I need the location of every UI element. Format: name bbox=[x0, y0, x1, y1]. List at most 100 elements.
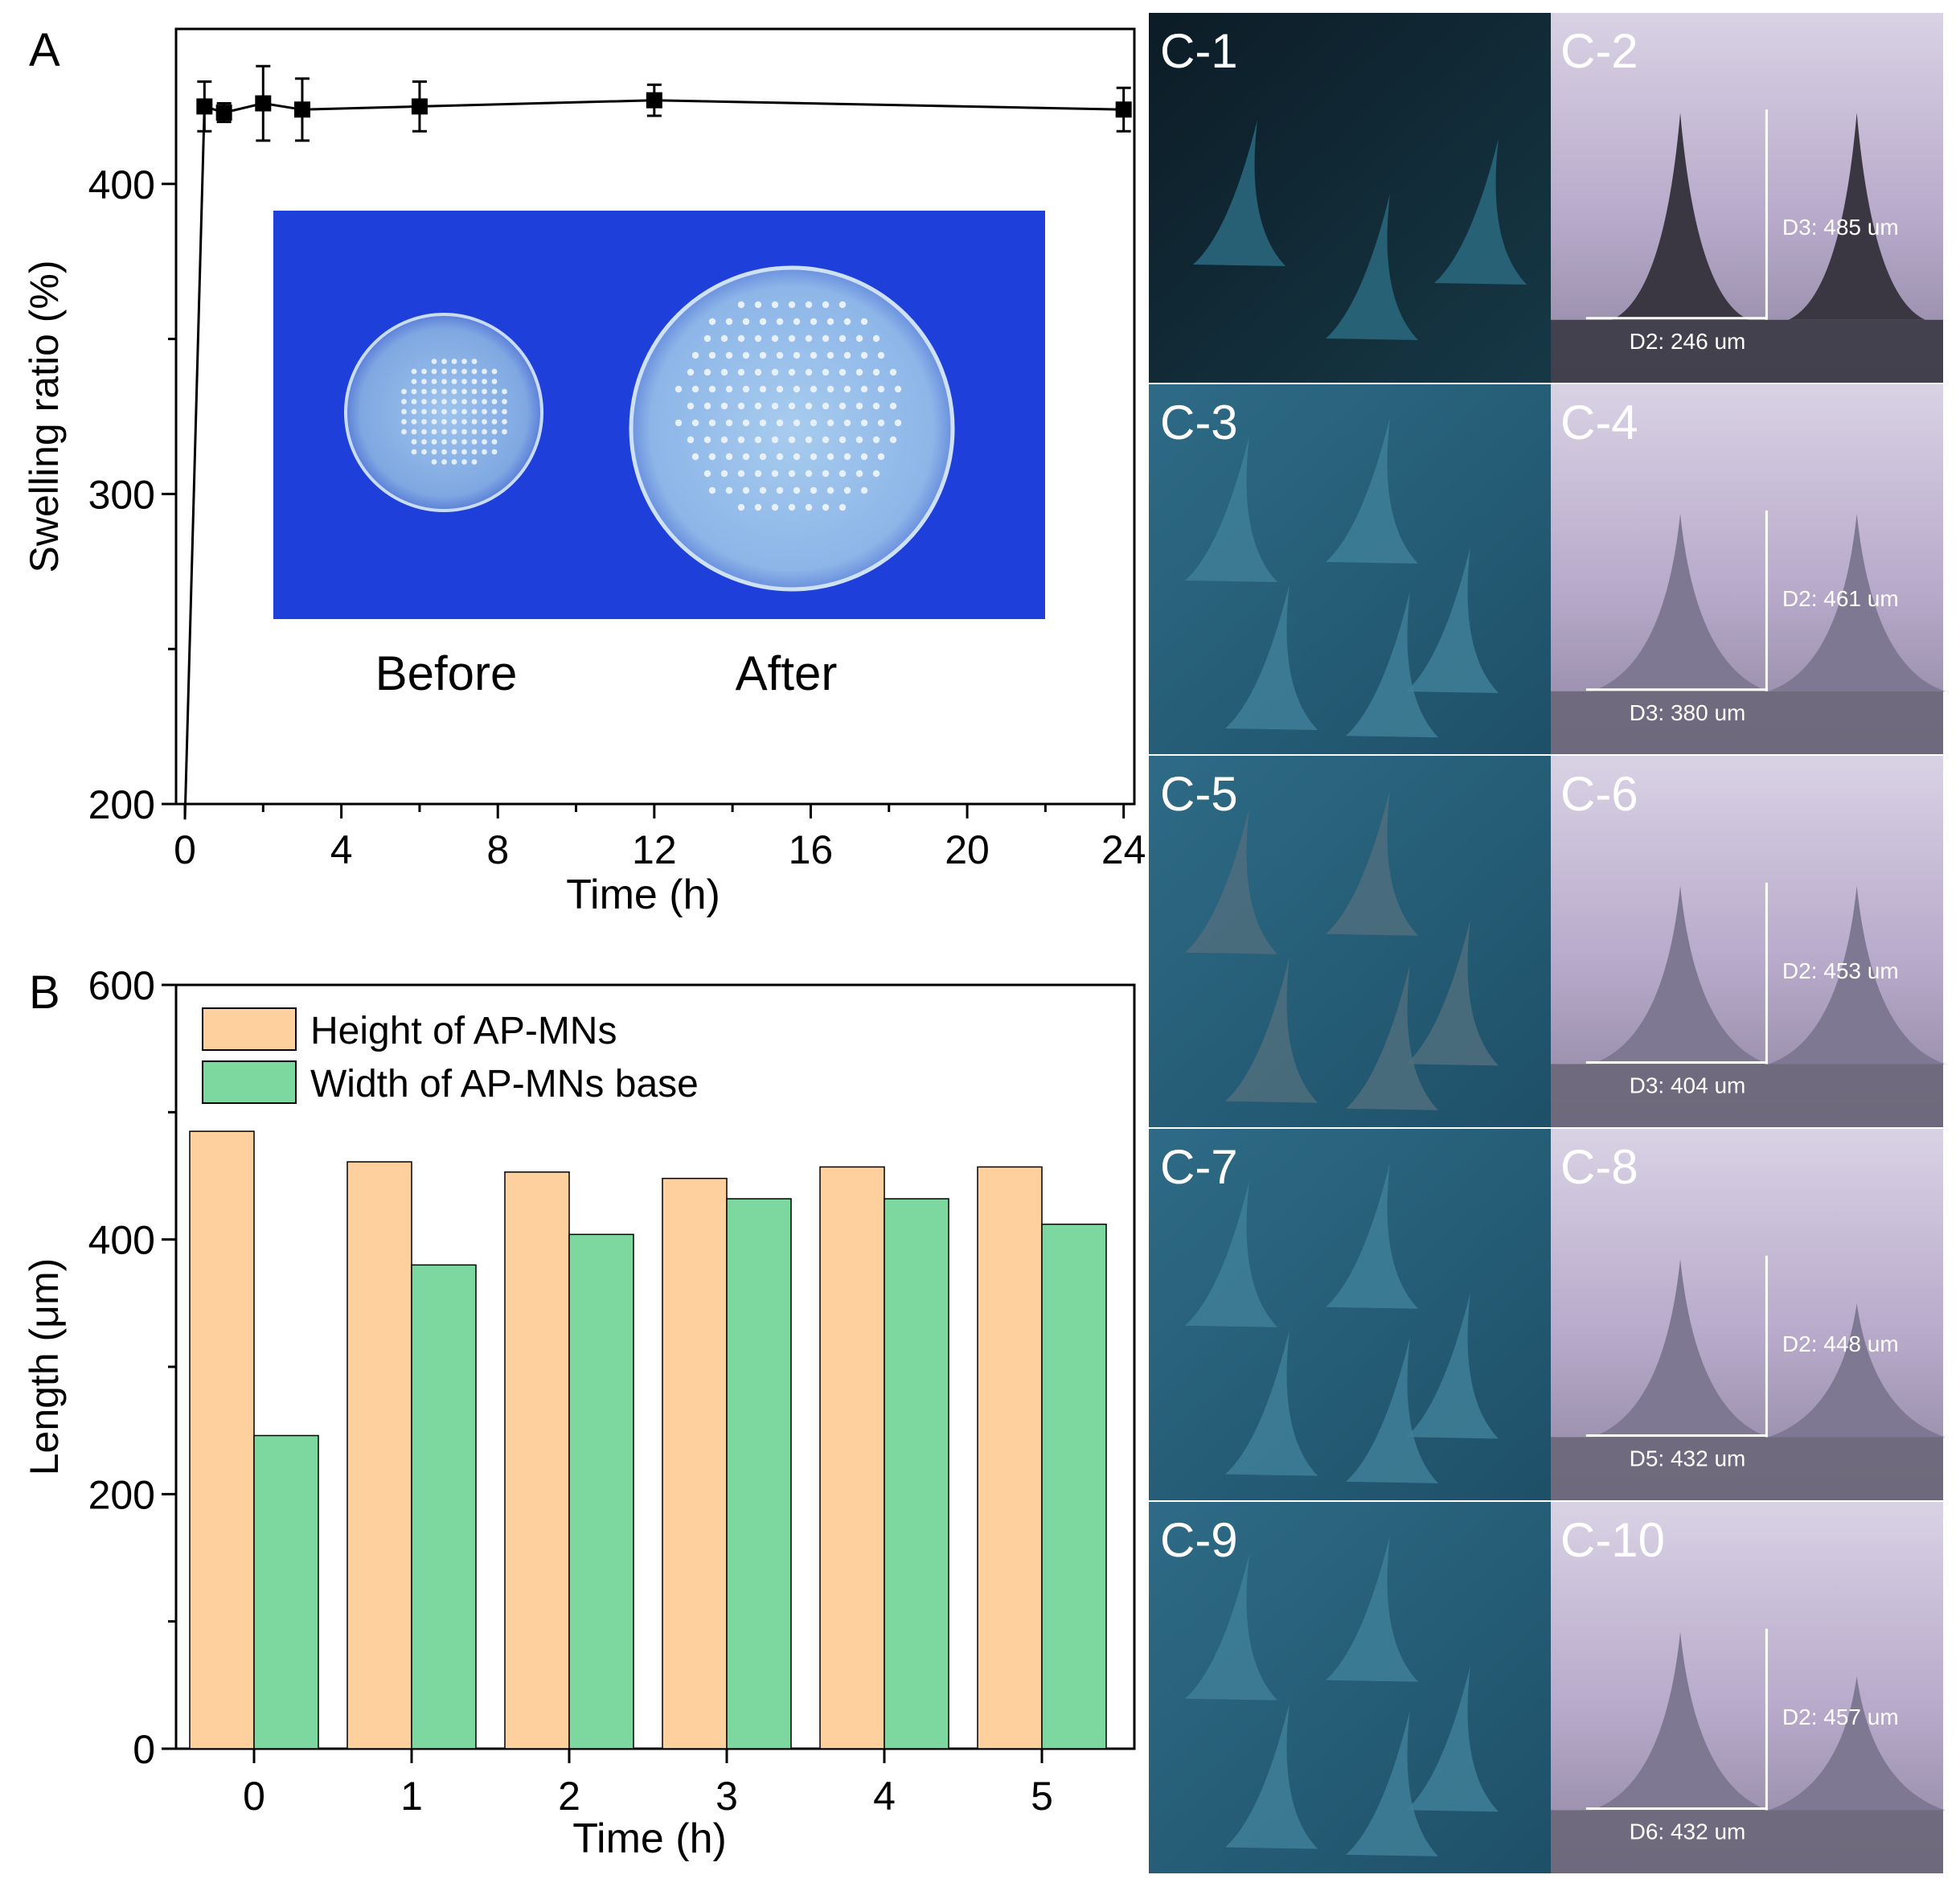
needle-dot bbox=[451, 429, 457, 435]
needle-dot bbox=[771, 334, 779, 343]
microneedle-shape bbox=[1326, 1162, 1418, 1309]
photo-c6: D2: 453 um D3: 404 um C-6 bbox=[1551, 756, 1946, 1127]
needle-dot bbox=[703, 368, 711, 376]
needle-dot bbox=[687, 368, 695, 376]
needle-dot bbox=[431, 439, 437, 445]
measurement-label: D2: 448 um bbox=[1782, 1331, 1899, 1356]
needle-dot bbox=[788, 402, 796, 410]
x-tick-label: 24 bbox=[1101, 827, 1146, 872]
needle-dot bbox=[441, 379, 447, 384]
x-tick-label: 8 bbox=[486, 827, 509, 872]
needle-dot bbox=[431, 419, 437, 425]
needle-dot bbox=[421, 419, 427, 425]
needle-dot bbox=[759, 318, 767, 326]
needle-dot bbox=[788, 503, 796, 511]
needle-dot bbox=[441, 439, 447, 445]
needle-dot bbox=[737, 402, 745, 410]
needle-dot bbox=[742, 453, 750, 461]
needle-dot bbox=[754, 301, 762, 309]
needle-dot bbox=[720, 436, 728, 444]
needle-dot bbox=[793, 419, 801, 427]
needle-dot bbox=[431, 449, 437, 455]
x-axis-title: Time (h) bbox=[572, 1815, 727, 1862]
photo-label: C-2 bbox=[1560, 24, 1638, 78]
needle-dot bbox=[431, 408, 437, 415]
needle-dot bbox=[737, 368, 745, 376]
needle-dot bbox=[471, 399, 478, 404]
height-bar bbox=[346, 1161, 412, 1750]
legend-label: Width of AP-MNs base bbox=[310, 1063, 699, 1106]
needle-dot bbox=[431, 368, 437, 375]
needle-dot bbox=[491, 399, 498, 404]
needle-dot bbox=[451, 388, 457, 395]
needle-dot bbox=[441, 429, 447, 435]
needle-dot bbox=[421, 368, 427, 375]
photo-c5: C-5 bbox=[1149, 756, 1551, 1127]
needle-dot bbox=[471, 359, 478, 364]
needle-dot bbox=[451, 459, 457, 465]
needle-dot bbox=[491, 449, 498, 455]
needle-dot bbox=[471, 368, 478, 375]
needle-dot bbox=[411, 419, 417, 425]
data-point bbox=[215, 105, 232, 121]
needle-dot bbox=[471, 429, 478, 435]
legend-swatch bbox=[202, 1007, 297, 1051]
microneedle-silhouette bbox=[1592, 514, 1769, 691]
panel-b-label: B bbox=[29, 966, 60, 1019]
needle-dot bbox=[708, 453, 716, 461]
needle-dot bbox=[703, 436, 711, 444]
needle-dot bbox=[471, 449, 478, 455]
needle-dot bbox=[771, 402, 779, 410]
needle-dot bbox=[894, 385, 902, 393]
needle-dot bbox=[441, 408, 447, 415]
needle-dot bbox=[822, 334, 830, 343]
microneedle-shape bbox=[1225, 956, 1318, 1103]
y-tick-label: 600 bbox=[88, 963, 155, 1008]
needle-dot bbox=[461, 419, 467, 425]
needle-dot bbox=[742, 385, 750, 393]
substrate bbox=[1551, 319, 1943, 383]
needle-dot bbox=[421, 388, 427, 395]
x-tick-label: 5 bbox=[1031, 1774, 1053, 1819]
microneedle-silhouette bbox=[1768, 885, 1946, 1065]
needle-dot bbox=[451, 379, 457, 384]
needle-dot bbox=[855, 402, 863, 410]
y-tick-label: 0 bbox=[133, 1727, 155, 1772]
needle-dot bbox=[471, 388, 478, 395]
needle-dot bbox=[877, 385, 885, 393]
needle-dot bbox=[725, 385, 733, 393]
needle-dot bbox=[855, 436, 863, 444]
data-point bbox=[411, 98, 428, 115]
legend-swatch bbox=[202, 1060, 297, 1104]
needle-dot bbox=[855, 470, 863, 478]
needle-dot bbox=[411, 368, 417, 375]
needle-dot bbox=[725, 486, 733, 494]
measurement-label: D2: 461 um bbox=[1782, 586, 1899, 611]
needle-dot bbox=[776, 453, 784, 461]
plot-a-axes: 0 4 8 12 16 20 24 200 300 400 Time (h) Swelling rat… bbox=[22, 162, 1146, 918]
needle-dot bbox=[839, 334, 847, 343]
needle-dot bbox=[872, 436, 880, 444]
needle-dot bbox=[843, 486, 851, 494]
needle-dot bbox=[491, 368, 498, 375]
needle-dot bbox=[502, 388, 507, 395]
needle-dot bbox=[788, 470, 796, 478]
needle-dot bbox=[431, 388, 437, 395]
needle-dot bbox=[431, 399, 437, 404]
needle-dot bbox=[401, 399, 407, 404]
microneedle-shape bbox=[1326, 1535, 1418, 1682]
needle-dot bbox=[776, 419, 784, 427]
x-tick-label: 1 bbox=[400, 1774, 423, 1819]
needle-dot bbox=[843, 318, 851, 326]
swelling-inset-photo bbox=[273, 211, 1045, 619]
microneedle-silhouette bbox=[1788, 113, 1925, 320]
needle-dot bbox=[441, 368, 447, 375]
needle-dot bbox=[461, 408, 467, 415]
swelling-ratio-chart: A Before After 0 4 8 12 16 20 24 200 300 400 Time … bbox=[22, 24, 1146, 918]
needle-dot bbox=[451, 368, 457, 375]
needle-dot bbox=[872, 334, 880, 343]
needle-dot bbox=[471, 379, 478, 384]
measurement-label: D5: 432 um bbox=[1630, 1446, 1746, 1471]
needle-dot bbox=[431, 429, 437, 435]
needle-dot bbox=[482, 429, 487, 435]
